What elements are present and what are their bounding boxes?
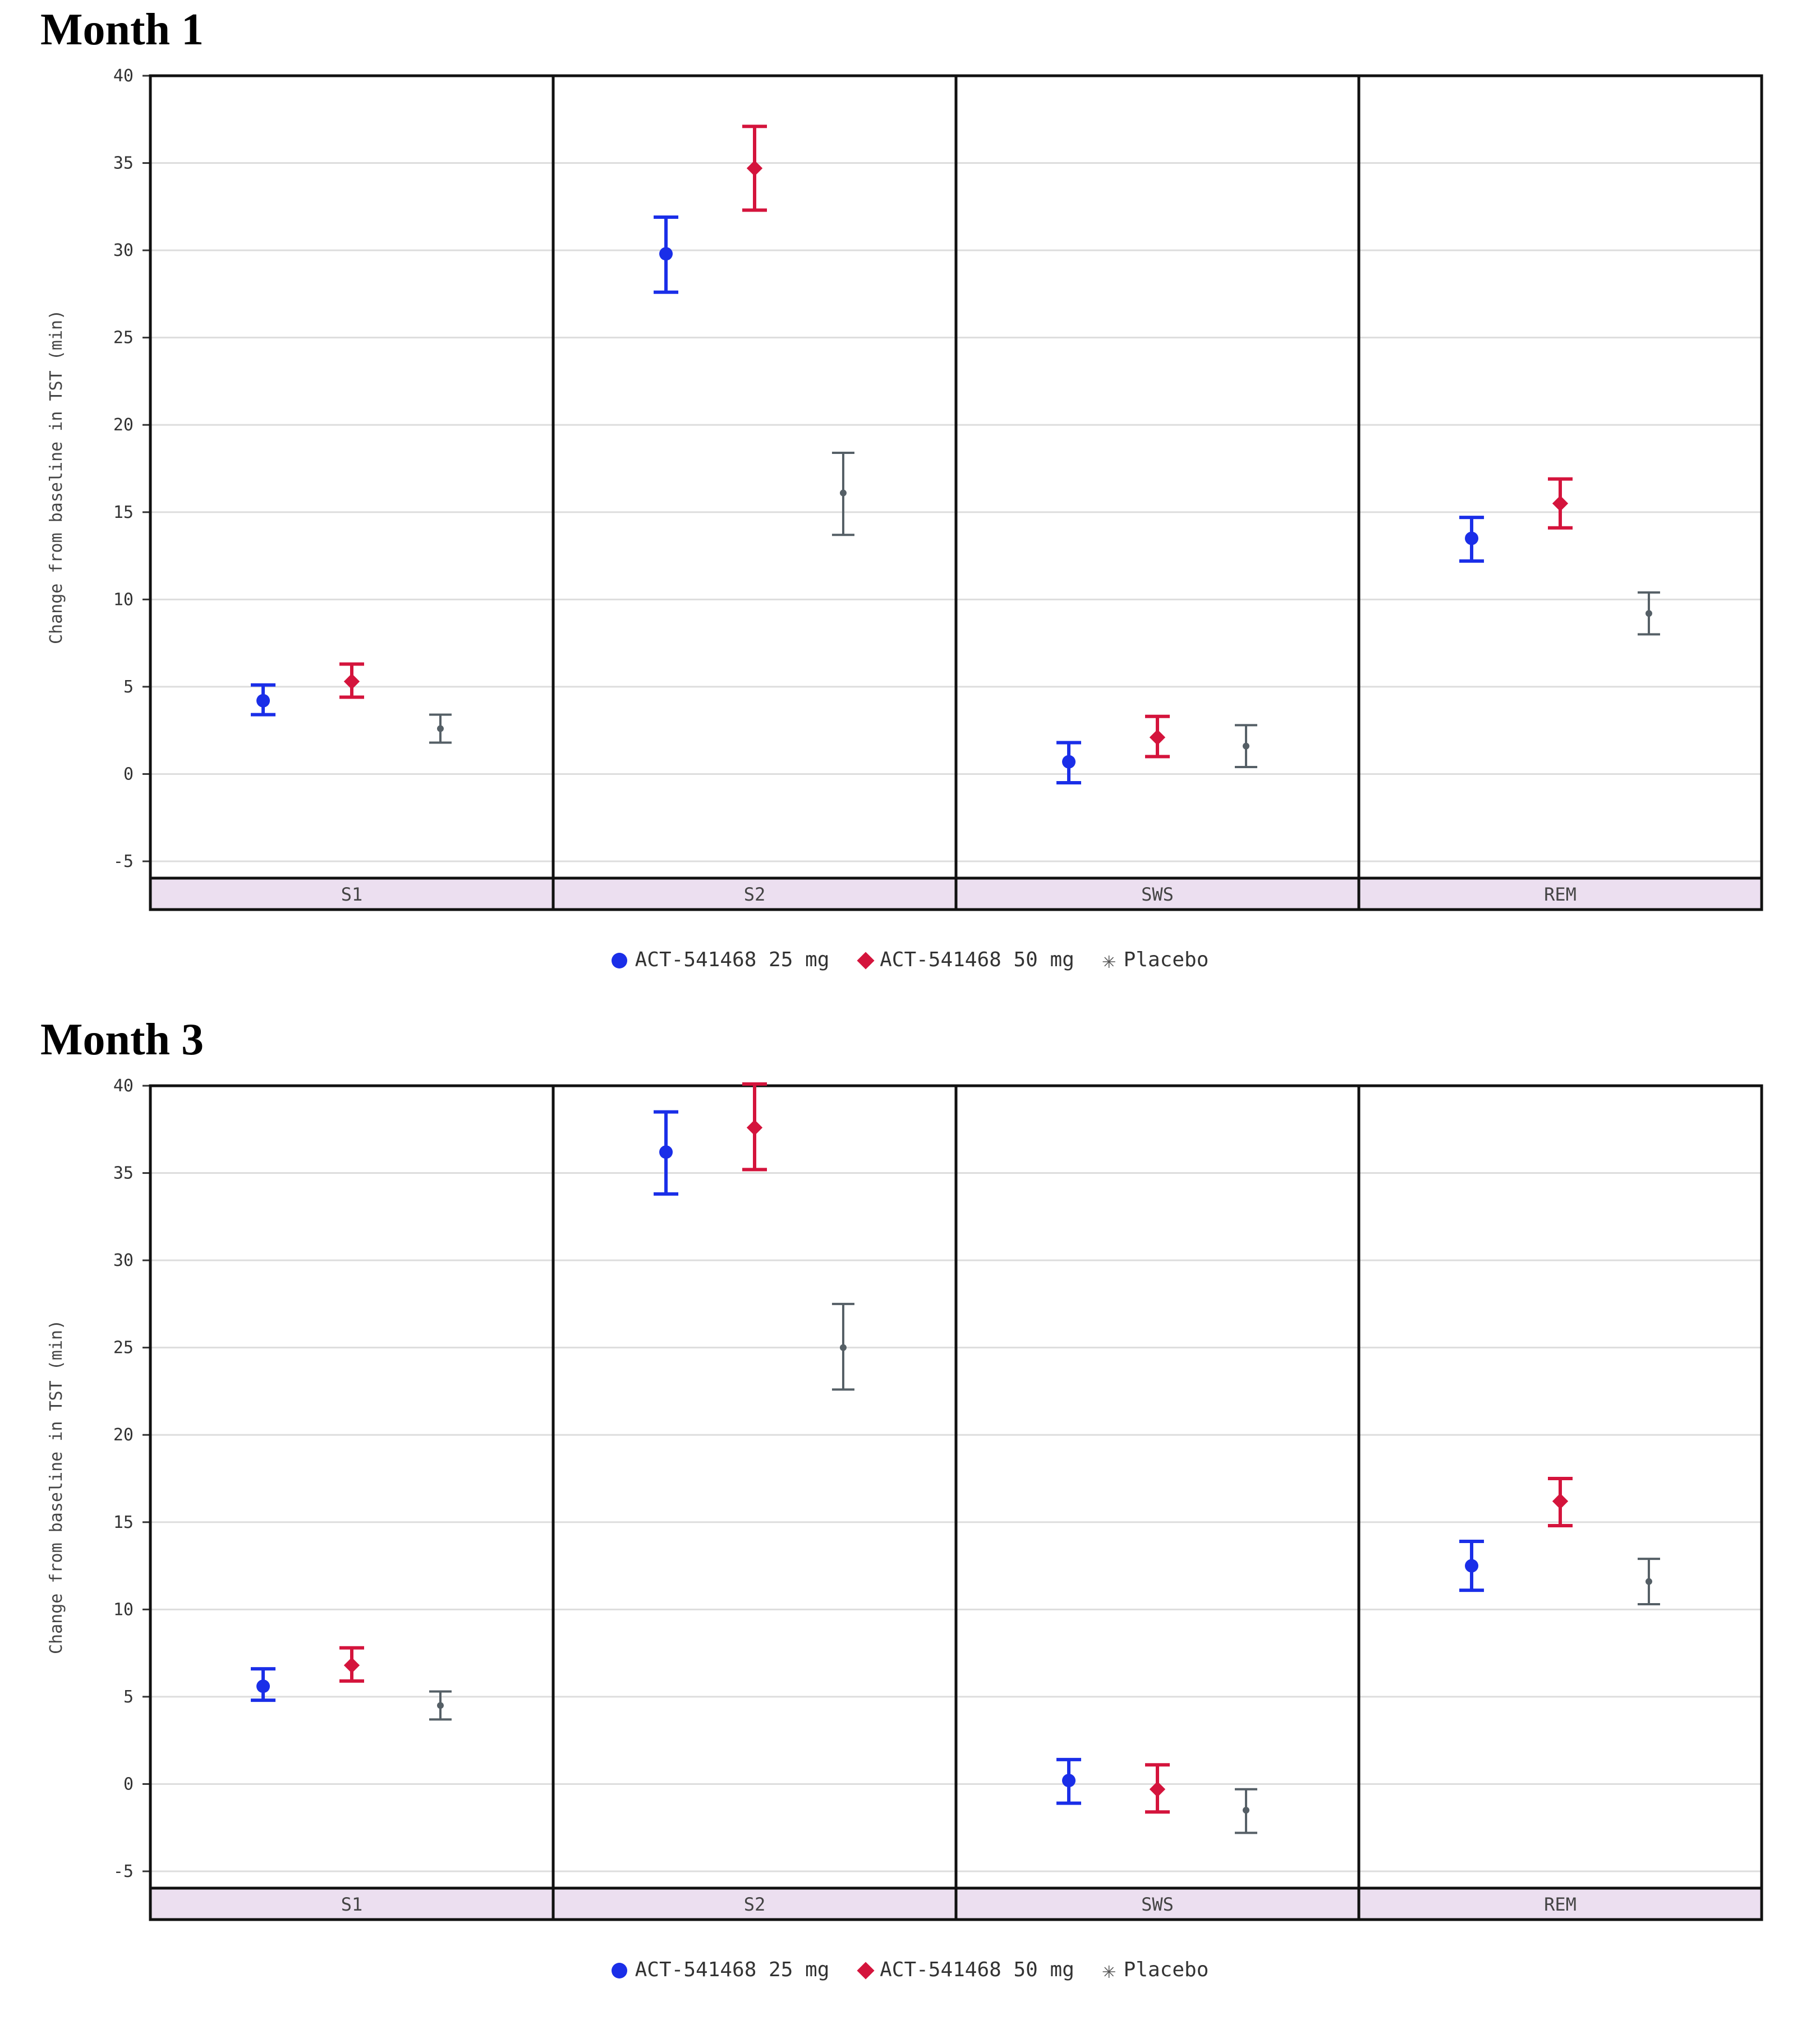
legend: ACT-541468 25 mg ACT-541468 50 mg ✳ Place… [0, 948, 1820, 972]
panel-label: SWS [1141, 1894, 1174, 1915]
figure-month-1: Month 1 -5 0 5 10 15 20 25 30 35 40 Change from ba… [0, 5, 1820, 972]
data-point-placebo [436, 725, 444, 732]
y-tick-label: 20 [113, 1425, 134, 1445]
data-point-placebo [1242, 1807, 1249, 1814]
panel-strip [149, 876, 555, 911]
diamond-icon [857, 952, 875, 970]
data-point-25mg [1465, 531, 1479, 545]
legend-item-50mg: ACT-541468 50 mg [857, 1958, 1074, 1981]
chart-title: Month 1 [40, 5, 204, 54]
data-point-50mg [1149, 729, 1166, 746]
legend-item-25mg: ACT-541468 25 mg [611, 948, 830, 971]
data-point-placebo [1645, 1578, 1652, 1585]
data-point-placebo [839, 489, 847, 497]
y-tick-label: 0 [123, 764, 134, 784]
y-tick-label: 15 [113, 503, 134, 522]
panel-label: S1 [341, 1894, 363, 1915]
y-axis-label: Change from baseline in TST (min) [47, 310, 66, 644]
y-tick-label: -5 [113, 1862, 134, 1881]
panel-label: REM [1544, 1894, 1577, 1915]
legend-item-placebo: ✳ Placebo [1102, 948, 1209, 972]
data-point-25mg [1062, 1774, 1076, 1788]
panel-label: S1 [341, 884, 363, 905]
y-tick-label: 40 [113, 66, 134, 86]
legend-label: ACT-541468 50 mg [880, 1958, 1074, 1981]
data-point-placebo [436, 1702, 444, 1709]
panel-strip [551, 876, 958, 911]
data-point-25mg [659, 247, 673, 261]
y-tick-label: 20 [113, 415, 134, 435]
data-point-25mg [1062, 755, 1076, 769]
y-tick-label: 10 [113, 590, 134, 609]
chart-month-1: -5 0 5 10 15 20 25 30 35 40 Change from baseline i… [47, 66, 1763, 911]
y-tick-label: -5 [113, 852, 134, 871]
panel-label: S2 [744, 884, 766, 905]
y-tick-label: 5 [123, 677, 134, 697]
data-point-50mg [343, 1657, 360, 1674]
data-point-25mg [256, 694, 270, 708]
panel-label: S2 [744, 1894, 766, 1915]
y-tick-label: 0 [123, 1774, 134, 1794]
data-point-placebo [1242, 742, 1249, 750]
circle-icon [611, 953, 627, 968]
y-tick-label: 35 [113, 154, 134, 173]
data-point-50mg [343, 673, 360, 690]
data-point-placebo [839, 1344, 847, 1351]
data-point-placebo [1645, 610, 1652, 617]
data-point-50mg [1149, 1781, 1166, 1797]
diamond-icon [857, 1962, 875, 1980]
legend-item-25mg: ACT-541468 25 mg [611, 1958, 830, 1981]
legend-item-placebo: ✳ Placebo [1102, 1958, 1209, 1982]
y-tick-label: 15 [113, 1513, 134, 1532]
legend-label: Placebo [1123, 948, 1209, 971]
star-icon: ✳ [1102, 1958, 1116, 1984]
data-point-50mg [746, 160, 763, 177]
legend-label: ACT-541468 25 mg [635, 1958, 830, 1981]
legend-label: Placebo [1123, 1958, 1209, 1981]
legend-label: ACT-541468 25 mg [635, 948, 830, 971]
data-point-25mg [1465, 1559, 1479, 1573]
figure-month-3: Month 3 -5 0 5 10 15 20 25 30 35 40 Change from ba… [0, 1010, 1820, 2020]
y-tick-label: 35 [113, 1164, 134, 1183]
data-point-25mg [256, 1679, 270, 1693]
star-icon: ✳ [1102, 948, 1116, 974]
y-tick-label: 25 [113, 328, 134, 348]
chart-title: Month 3 [40, 1015, 204, 1064]
panel-border [1357, 1084, 1763, 1890]
y-tick-label: 30 [113, 1251, 134, 1270]
y-tick-label: 10 [113, 1600, 134, 1619]
panel-border [1357, 74, 1763, 880]
data-point-50mg [1552, 495, 1569, 512]
legend: ACT-541468 25 mg ACT-541468 50 mg ✳ Place… [0, 1958, 1820, 1982]
circle-icon [611, 1963, 627, 1978]
y-tick-label: 40 [113, 1076, 134, 1096]
y-axis-label: Change from baseline in TST (min) [47, 1320, 66, 1654]
panel-label: REM [1544, 884, 1577, 905]
panel-strip [1357, 1886, 1763, 1921]
y-tick-label: 5 [123, 1687, 134, 1707]
chart-month-3: -5 0 5 10 15 20 25 30 35 40 Change from baseline i… [47, 1076, 1763, 1921]
y-tick-label: 30 [113, 241, 134, 260]
panel-label: SWS [1141, 884, 1174, 905]
legend-item-50mg: ACT-541468 50 mg [857, 948, 1074, 971]
data-point-25mg [659, 1145, 673, 1159]
y-tick-label: 25 [113, 1338, 134, 1358]
legend-label: ACT-541468 50 mg [880, 948, 1074, 971]
